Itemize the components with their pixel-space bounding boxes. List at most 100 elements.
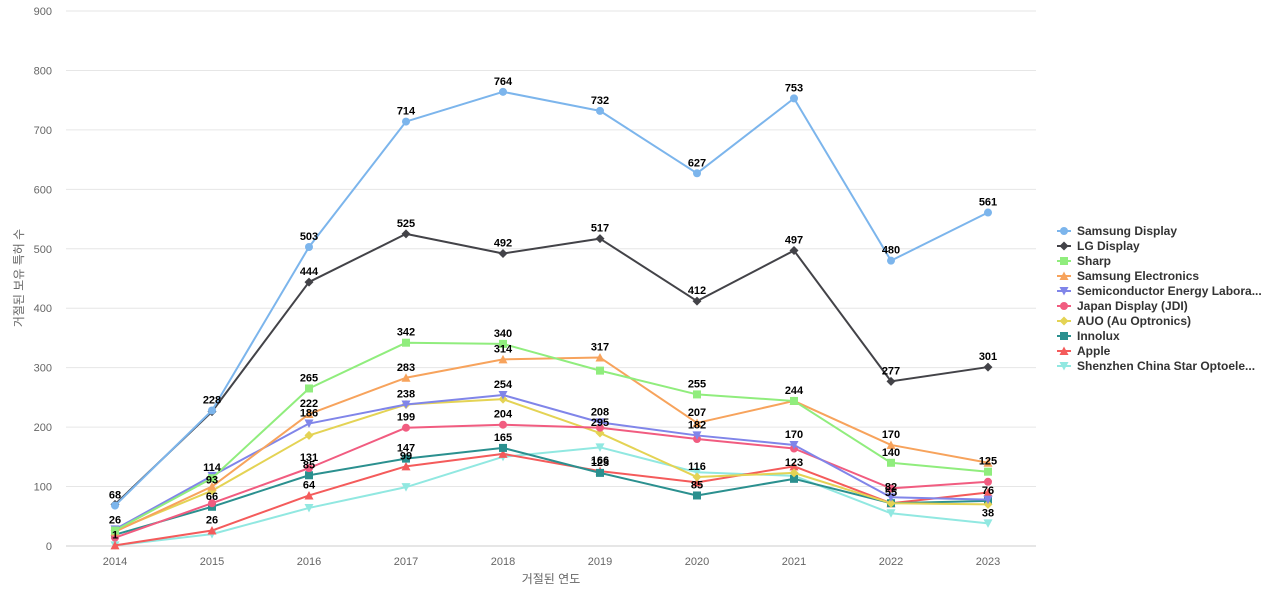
data-label: 85 (691, 479, 703, 491)
data-point (305, 242, 313, 251)
y-axis-ticks: 0 100 200 300 400 500 600 700 800 900 (34, 6, 52, 553)
x-tick-label: 2023 (976, 556, 1000, 568)
legend-item[interactable]: Innolux (1057, 329, 1120, 343)
data-label: 38 (982, 507, 994, 519)
data-label: 204 (494, 409, 513, 421)
legend-item[interactable]: Samsung Electronics (1057, 269, 1199, 283)
data-point (789, 440, 799, 450)
data-point (983, 495, 993, 505)
data-point (596, 106, 604, 115)
data-label: 517 (591, 223, 609, 235)
legend-item[interactable]: Samsung Display (1057, 224, 1177, 238)
data-label: 317 (591, 342, 609, 354)
data-label: 492 (494, 238, 512, 250)
x-axis-title: 거절된 연도 (522, 572, 581, 586)
y-tick-label: 400 (34, 303, 52, 315)
data-labels: 68 228 503 714 764 732 627 753 480 561 444 525 492 51… (109, 76, 997, 542)
data-label: 116 (688, 461, 706, 473)
data-point (401, 373, 411, 382)
legend-item[interactable]: Semiconductor Energy Labora... (1057, 284, 1262, 298)
data-label: 147 (397, 443, 415, 455)
data-point (886, 376, 896, 386)
data-point (402, 117, 410, 126)
data-label: 753 (785, 82, 803, 94)
data-point (499, 420, 507, 429)
series-3 (110, 353, 993, 536)
data-label: 55 (885, 487, 897, 499)
y-tick-label: 500 (34, 244, 52, 256)
data-point (208, 499, 216, 508)
legend-label: Samsung Display (1077, 224, 1177, 238)
data-point (693, 491, 701, 500)
x-tick-label: 2021 (782, 556, 806, 568)
y-tick-label: 300 (34, 363, 52, 375)
data-label: 68 (109, 490, 121, 502)
legend-item[interactable]: Sharp (1057, 254, 1111, 268)
data-label: 26 (109, 515, 121, 527)
x-tick-label: 2020 (685, 556, 709, 568)
data-label: 123 (785, 457, 803, 469)
data-label: 93 (206, 475, 218, 487)
legend-label: Samsung Electronics (1077, 269, 1199, 283)
data-point (789, 468, 799, 478)
series-2 (111, 338, 992, 535)
data-label: 170 (785, 429, 803, 441)
data-point (886, 440, 896, 449)
data-point (401, 461, 411, 471)
data-point (304, 430, 314, 440)
data-point (693, 390, 701, 399)
data-point (692, 296, 702, 306)
data-point (401, 229, 411, 239)
data-label: 114 (203, 462, 222, 474)
grid-lines (66, 10, 1036, 547)
data-label: 238 (397, 389, 415, 401)
data-point (692, 431, 702, 440)
data-label: 66 (206, 491, 218, 503)
data-label: 199 (397, 412, 415, 424)
data-label: 627 (688, 157, 706, 169)
data-label: 228 (203, 394, 221, 406)
data-point (692, 468, 702, 477)
data-label: 26 (206, 515, 218, 527)
legend-label: LG Display (1077, 239, 1140, 253)
legend-item[interactable]: Shenzhen China Star Optoele... (1057, 359, 1255, 373)
series-line (114, 356, 989, 533)
series-line (114, 446, 989, 547)
legend-item[interactable]: AUO (Au Optronics) (1057, 314, 1191, 328)
data-point (207, 482, 217, 491)
data-point (984, 477, 992, 486)
data-label: 497 (785, 235, 803, 247)
data-point (596, 366, 604, 375)
x-tick-label: 2014 (103, 556, 127, 568)
x-tick-label: 2022 (879, 556, 903, 568)
data-point (401, 400, 411, 410)
y-tick-label: 600 (34, 184, 52, 196)
data-label: 85 (303, 459, 315, 471)
data-label: 277 (882, 365, 900, 377)
data-point (208, 474, 216, 483)
legend-item[interactable]: LG Display (1057, 239, 1140, 253)
data-point (499, 339, 507, 348)
data-point (305, 464, 313, 473)
data-label: 222 (300, 398, 318, 410)
data-point (402, 423, 410, 432)
data-point (887, 256, 895, 265)
series-line (114, 446, 989, 536)
legend-item[interactable]: Japan Display (JDI) (1057, 299, 1188, 313)
data-point (692, 472, 702, 482)
data-point (111, 526, 119, 535)
data-point (498, 449, 508, 458)
data-label: 714 (397, 106, 416, 118)
data-point (304, 419, 314, 429)
data-label: 244 (785, 385, 804, 397)
data-point (790, 474, 798, 483)
data-point (110, 540, 120, 550)
legend-marker (1059, 271, 1069, 280)
data-label: 166 (591, 455, 609, 467)
data-label: 140 (882, 447, 900, 459)
data-point (498, 249, 508, 259)
data-label: 99 (400, 450, 412, 462)
legend-item[interactable]: Apple (1057, 344, 1111, 358)
